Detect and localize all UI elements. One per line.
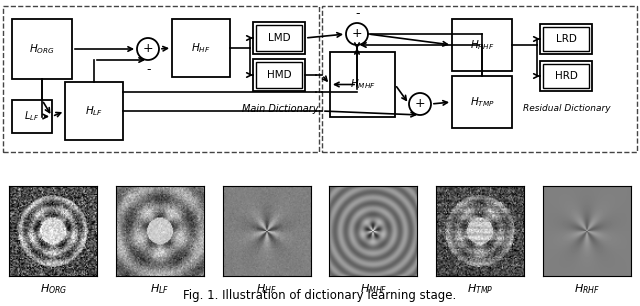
Text: $H_{HF}$: $H_{HF}$ <box>256 282 277 296</box>
Bar <box>65 82 123 140</box>
Text: $H_{ORG}$: $H_{ORG}$ <box>29 42 55 56</box>
Text: HMD: HMD <box>267 70 291 80</box>
Bar <box>322 6 637 152</box>
Bar <box>452 76 512 128</box>
Text: +: + <box>143 42 154 55</box>
Bar <box>172 19 230 77</box>
Bar <box>543 27 589 51</box>
Text: $H_{RHF}$: $H_{RHF}$ <box>470 38 494 52</box>
Text: $H_{ORG}$: $H_{ORG}$ <box>40 282 67 296</box>
Bar <box>540 24 592 54</box>
Bar <box>253 22 305 54</box>
Text: $H_{TMP}$: $H_{TMP}$ <box>470 95 495 109</box>
Circle shape <box>346 23 368 45</box>
Text: $H_{LF}$: $H_{LF}$ <box>85 104 103 118</box>
Text: $H_{RHF}$: $H_{RHF}$ <box>573 282 600 296</box>
Text: $H_{MHF}$: $H_{MHF}$ <box>349 78 376 91</box>
Text: +: + <box>415 97 426 110</box>
Text: $L_{LF}$: $L_{LF}$ <box>24 110 40 123</box>
Bar <box>3 6 319 152</box>
Text: -: - <box>356 7 360 20</box>
Text: Main Dictionary: Main Dictionary <box>242 104 318 114</box>
Bar <box>256 62 302 88</box>
Text: $H_{LF}$: $H_{LF}$ <box>150 282 170 296</box>
Text: Residual Dictionary: Residual Dictionary <box>523 104 611 113</box>
Bar <box>253 59 305 91</box>
Text: $H_{MHF}$: $H_{MHF}$ <box>360 282 387 296</box>
Text: $H_{TMP}$: $H_{TMP}$ <box>467 282 493 296</box>
Bar <box>256 25 302 51</box>
Bar <box>12 19 72 79</box>
Text: Fig. 1. Illustration of dictionary learning stage.: Fig. 1. Illustration of dictionary learn… <box>184 289 456 302</box>
Bar <box>452 19 512 71</box>
Text: LRD: LRD <box>556 34 577 44</box>
Text: HRD: HRD <box>555 71 577 81</box>
Bar <box>12 100 52 133</box>
Bar <box>330 52 395 117</box>
Text: +: + <box>352 27 362 40</box>
Text: $H_{HF}$: $H_{HF}$ <box>191 41 211 55</box>
Circle shape <box>409 93 431 115</box>
Bar <box>543 64 589 88</box>
Text: -: - <box>147 63 151 76</box>
Text: LMD: LMD <box>268 33 291 43</box>
Circle shape <box>137 38 159 60</box>
Bar <box>540 61 592 91</box>
